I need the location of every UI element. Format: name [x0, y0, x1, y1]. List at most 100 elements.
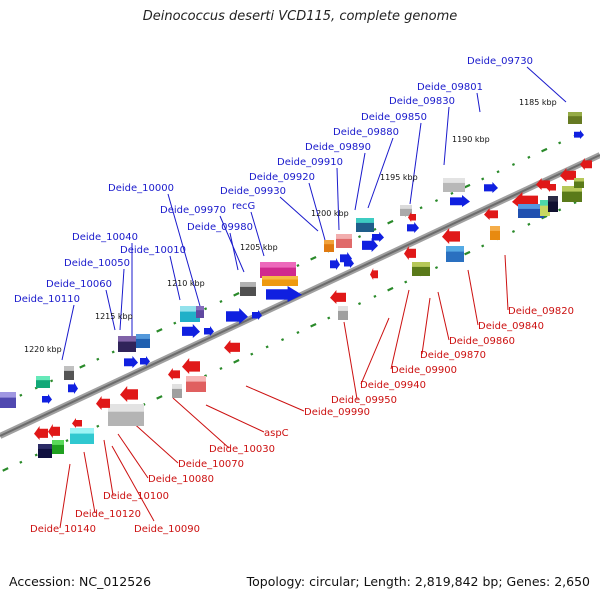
tick-track-forward-outer	[233, 292, 240, 297]
reverse-callout	[205, 404, 265, 433]
tick-track-forward-outer	[558, 141, 562, 145]
forward-gene-arrow-17	[266, 286, 302, 302]
tick-track-forward-outer	[19, 393, 23, 397]
forward-gene-box-22-shade	[196, 306, 204, 311]
kbp-label: 1210 kbp	[167, 279, 205, 288]
tick-track-reverse-outer	[464, 250, 471, 256]
gene-features	[0, 112, 592, 458]
forward-gene-label: Deide_09801	[417, 82, 483, 93]
reverse-callout	[467, 269, 479, 326]
forward-gene-box-12-shade	[324, 240, 334, 245]
tick-track-reverse-outer	[156, 395, 163, 400]
reverse-gene-arrow-25	[120, 386, 138, 402]
tick-track-forward-outer	[296, 263, 300, 267]
tick-track-forward-outer	[357, 235, 362, 239]
tick-track-forward-outer	[96, 357, 100, 361]
reverse-gene-box-19	[338, 306, 348, 320]
reverse-gene-box-6-shade	[574, 178, 584, 182]
reverse-gene-box-12-shade	[490, 226, 500, 231]
forward-gene-box-5-shade	[400, 205, 412, 209]
map-title: Deinococcus deserti VCD115, complete gen…	[142, 9, 458, 24]
reverse-gene-arrow-23	[168, 368, 180, 380]
reverse-gene-label: Deide_10090	[134, 524, 200, 535]
forward-callout	[308, 182, 326, 241]
label-callouts	[59, 66, 567, 529]
forward-callout	[229, 232, 239, 271]
reverse-gene-label: Deide_10120	[75, 509, 141, 520]
forward-gene-arrow-27	[124, 356, 138, 368]
genome-summary-text: Topology: circular; Length: 2,819,842 bp…	[246, 574, 590, 589]
reverse-gene-arrow-17	[370, 268, 378, 280]
reverse-gene-box-8-shade	[540, 200, 550, 206]
forward-gene-label: recG	[232, 201, 255, 212]
reverse-callout	[360, 317, 390, 385]
reverse-gene-box-26-shade	[108, 404, 144, 412]
forward-gene-box-15-shade	[260, 262, 296, 268]
tick-track-forward-outer	[527, 155, 531, 159]
tick-track-reverse-outer	[527, 222, 531, 226]
reverse-callout	[421, 297, 431, 355]
forward-gene-label: Deide_09980	[187, 222, 253, 233]
reverse-gene-arrow-1	[560, 168, 576, 182]
forward-gene-box-7-shade	[356, 218, 374, 223]
forward-gene-label: Deide_09880	[333, 127, 399, 138]
reverse-callout	[59, 463, 71, 529]
forward-gene-box-29-shade	[64, 366, 74, 371]
reverse-gene-label: Deide_10070	[178, 459, 244, 470]
reverse-callout	[172, 397, 230, 449]
forward-callout	[61, 304, 75, 361]
tick-track-forward-outer	[434, 199, 439, 203]
reverse-gene-label: Deide_10080	[148, 474, 214, 485]
reverse-callout	[117, 433, 149, 479]
tick-track-forward-outer	[496, 170, 500, 174]
tick-track-forward-outer	[111, 350, 115, 354]
forward-gene-box-18-shade	[240, 282, 256, 287]
tick-track-forward-outer	[204, 307, 208, 311]
forward-gene-box-5	[400, 205, 412, 216]
reverse-gene-arrow-29	[72, 418, 82, 428]
forward-callout	[119, 268, 125, 331]
reverse-gene-label: Deide_09840	[478, 321, 544, 332]
forward-gene-arrow-32	[42, 394, 52, 404]
reverse-gene-box-5-shade	[562, 186, 582, 192]
tick-track-reverse-outer	[327, 316, 331, 320]
reverse-gene-box-32-shade	[38, 444, 52, 449]
reverse-gene-box-22-shade	[186, 376, 206, 382]
reverse-callout	[437, 291, 450, 341]
tick-track-forward-outer	[450, 191, 454, 195]
forward-callout	[250, 211, 265, 257]
reverse-gene-label: Deide_10100	[103, 491, 169, 502]
reverse-gene-box-9	[548, 196, 558, 212]
tick-track-reverse-outer	[357, 302, 362, 306]
reverse-gene-box-24-shade	[172, 384, 182, 389]
reverse-callout	[504, 254, 509, 311]
tick-track-forward-outer	[173, 321, 177, 325]
kbp-label: 1200 kbp	[311, 209, 349, 218]
reverse-callout	[343, 321, 358, 400]
forward-gene-arrow-20	[252, 310, 262, 320]
forward-gene-box-31-shade	[36, 376, 50, 381]
tick-track-reverse-outer	[511, 230, 516, 234]
tick-track-forward-outer	[219, 300, 223, 304]
forward-gene-arrow-28	[140, 356, 150, 366]
forward-gene-box-29	[64, 366, 74, 380]
forward-gene-label: Deide_10060	[46, 279, 112, 290]
tick-track-reverse-outer	[280, 338, 285, 342]
forward-gene-arrow-30	[68, 382, 78, 394]
reverse-gene-arrow-15	[404, 246, 416, 260]
forward-gene-label: Deide_09970	[160, 205, 226, 216]
forward-gene-box-10-shade	[336, 234, 352, 239]
tick-track-reverse-outer	[65, 439, 69, 443]
reverse-gene-box-16-shade	[412, 262, 430, 267]
forward-gene-label: Deide_09830	[389, 96, 455, 107]
reverse-callout	[129, 419, 179, 464]
reverse-gene-arrow-0	[580, 158, 592, 170]
forward-gene-box-12	[324, 240, 334, 252]
tick-track-reverse-outer	[19, 460, 23, 464]
forward-callout	[167, 193, 201, 307]
tick-track-reverse-outer	[558, 208, 562, 212]
kbp-label: 1185 kbp	[519, 98, 557, 107]
reverse-gene-box-28-shade	[70, 428, 94, 434]
forward-callout	[476, 92, 481, 113]
tick-track-reverse-outer	[250, 352, 254, 356]
